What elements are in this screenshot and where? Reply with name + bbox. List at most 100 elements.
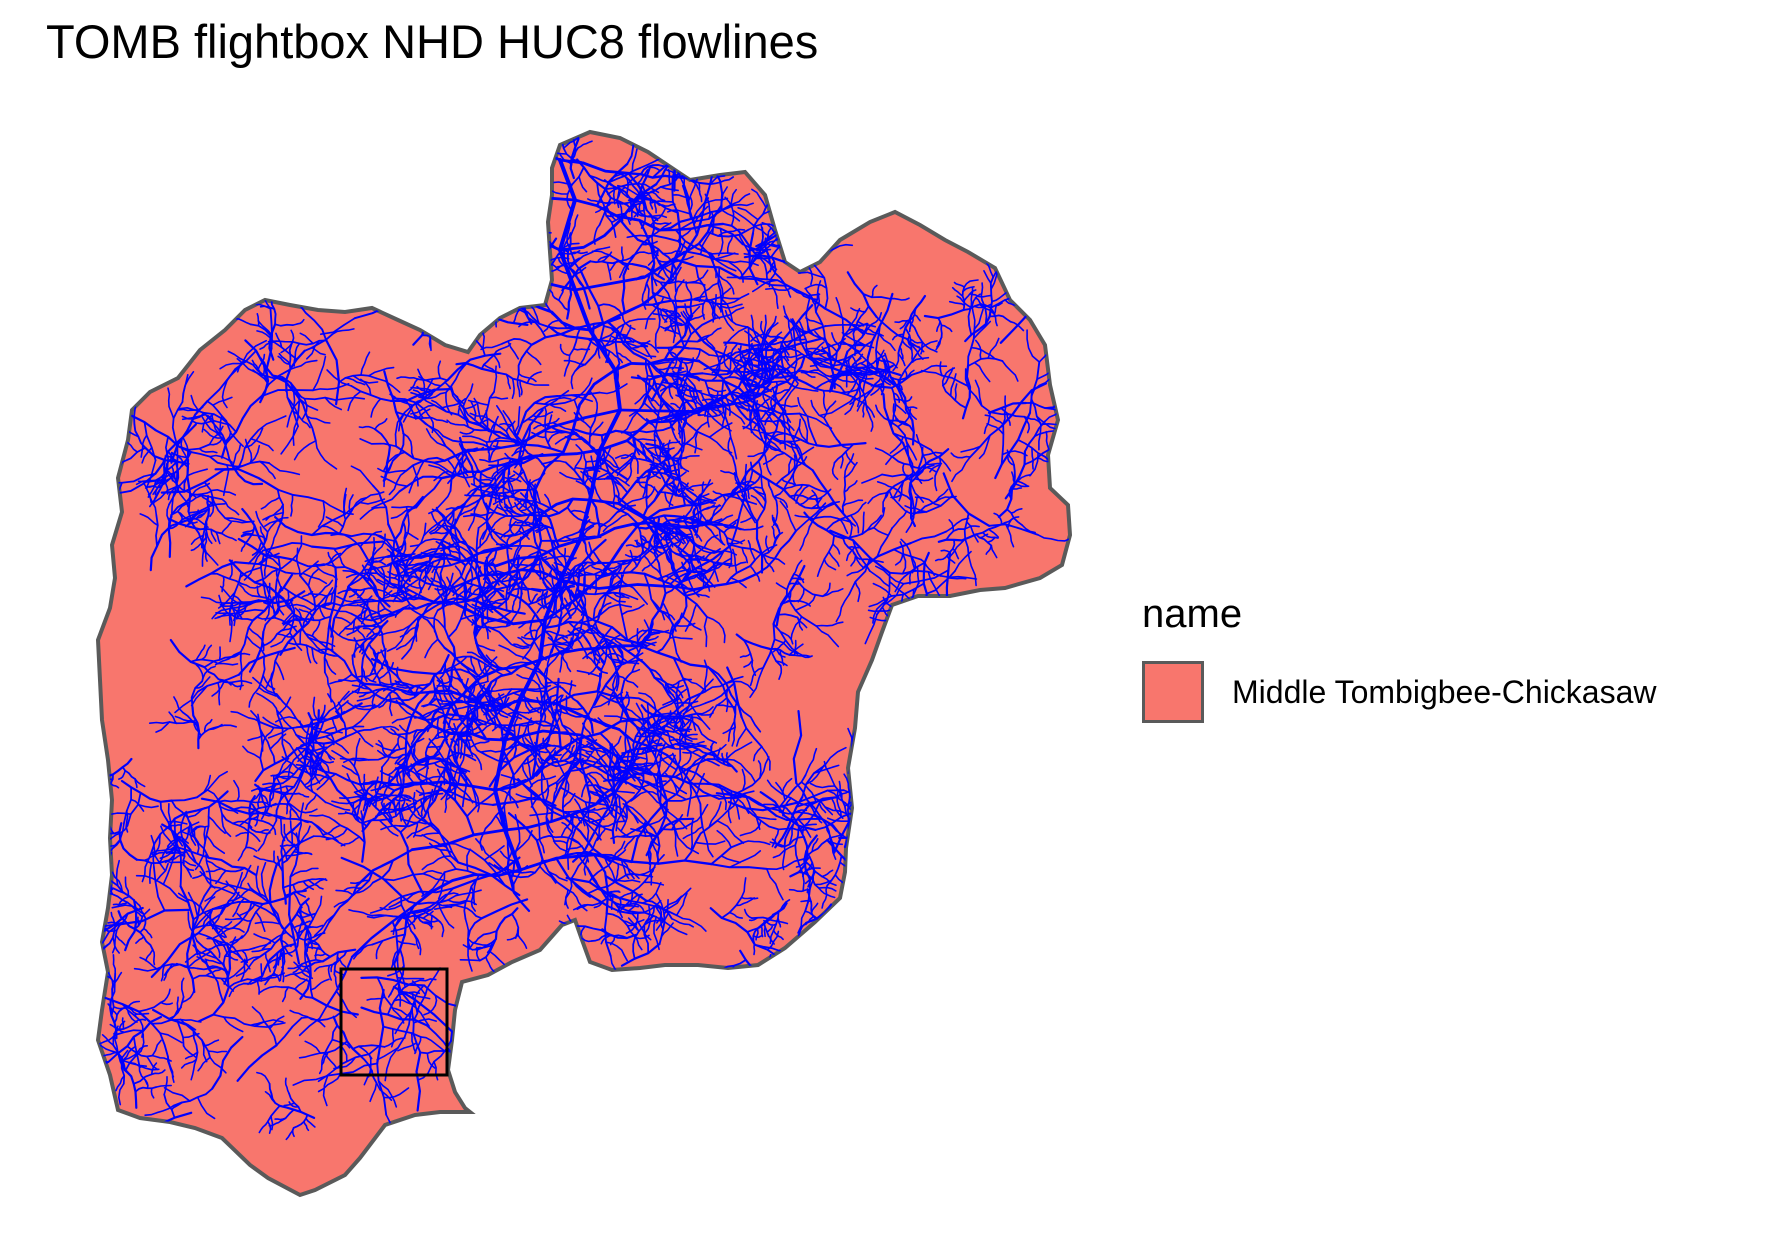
flowline [517,934,528,949]
flowline [677,428,686,461]
flowline [681,567,690,583]
flowline [448,542,452,557]
flowline [744,330,761,344]
flowline [256,585,261,598]
flowline [904,294,927,330]
flowline [842,537,857,557]
flowline [751,188,767,209]
flowline [276,713,288,759]
flowline [371,92,399,108]
flowline [321,606,353,615]
flowline [614,652,644,668]
flowline [737,525,764,531]
flowline [480,898,529,920]
flowline [730,188,737,206]
flowline [592,590,609,621]
flowline [706,500,727,524]
flowline [513,250,532,258]
flowline [690,295,706,301]
flowline [814,330,838,353]
flowline [350,607,370,625]
flowline [576,158,612,199]
flowline [623,582,648,605]
flowline [720,303,743,309]
flowline [306,946,323,951]
flowline [228,458,264,486]
flowline [888,489,912,515]
flowline [292,558,334,568]
flowline [535,759,566,777]
flowline [275,775,283,805]
flowline [145,949,154,962]
flowline [475,676,492,707]
flowline [448,299,472,305]
flowline [881,473,914,478]
flowline [781,793,810,807]
flowline [682,748,700,754]
flowline [529,811,555,817]
flowline [279,937,285,965]
flowline [489,287,497,313]
flowline [563,354,571,377]
flowline [651,738,663,745]
flowline [796,211,804,236]
flowline [1013,482,1030,488]
flowline [823,400,837,419]
flowline [894,320,908,324]
flowline [804,877,811,913]
flowline [921,451,943,457]
flowline [641,184,646,212]
flowline [180,812,187,845]
flowline [1041,257,1070,294]
flowline [793,484,804,500]
flowline [719,287,732,299]
flowline [473,604,491,645]
flowline [109,812,132,816]
flowline [254,921,282,925]
flowline [398,724,410,735]
flowline [660,325,681,336]
flowline [408,95,435,106]
flowline [518,556,548,572]
flowline [763,410,778,428]
flowline [274,757,290,780]
flowline [600,568,619,575]
flowline [905,369,915,379]
flowline [205,867,223,873]
flowline [235,445,261,468]
flowline [472,787,480,813]
flowline [506,856,531,912]
flowline [748,232,759,286]
flowline [260,861,267,899]
flowline [353,780,380,804]
flowline [341,1044,382,1065]
flowline [626,234,655,239]
flowline [782,367,799,385]
flowline [438,700,461,705]
flowline [144,1105,175,1116]
flowline [862,741,874,762]
flowline [488,293,501,306]
flowline [544,779,550,806]
flowline [209,496,215,518]
flowline [485,294,501,306]
flowline [673,321,687,327]
flowline [710,863,768,870]
flowline [582,525,595,539]
flowline [526,480,541,503]
flowline [361,649,367,677]
flowline [1011,464,1016,489]
flowline [496,179,502,202]
flowline [683,733,698,737]
flowline [679,538,691,555]
flowline [567,561,595,579]
flowline [906,406,917,420]
flowline [694,743,727,763]
flowline [630,347,657,358]
flowline [396,214,415,239]
flowline [521,262,547,290]
flowline [675,138,695,157]
flowline [114,1130,135,1145]
flowline [882,393,910,457]
flowline [909,338,924,344]
